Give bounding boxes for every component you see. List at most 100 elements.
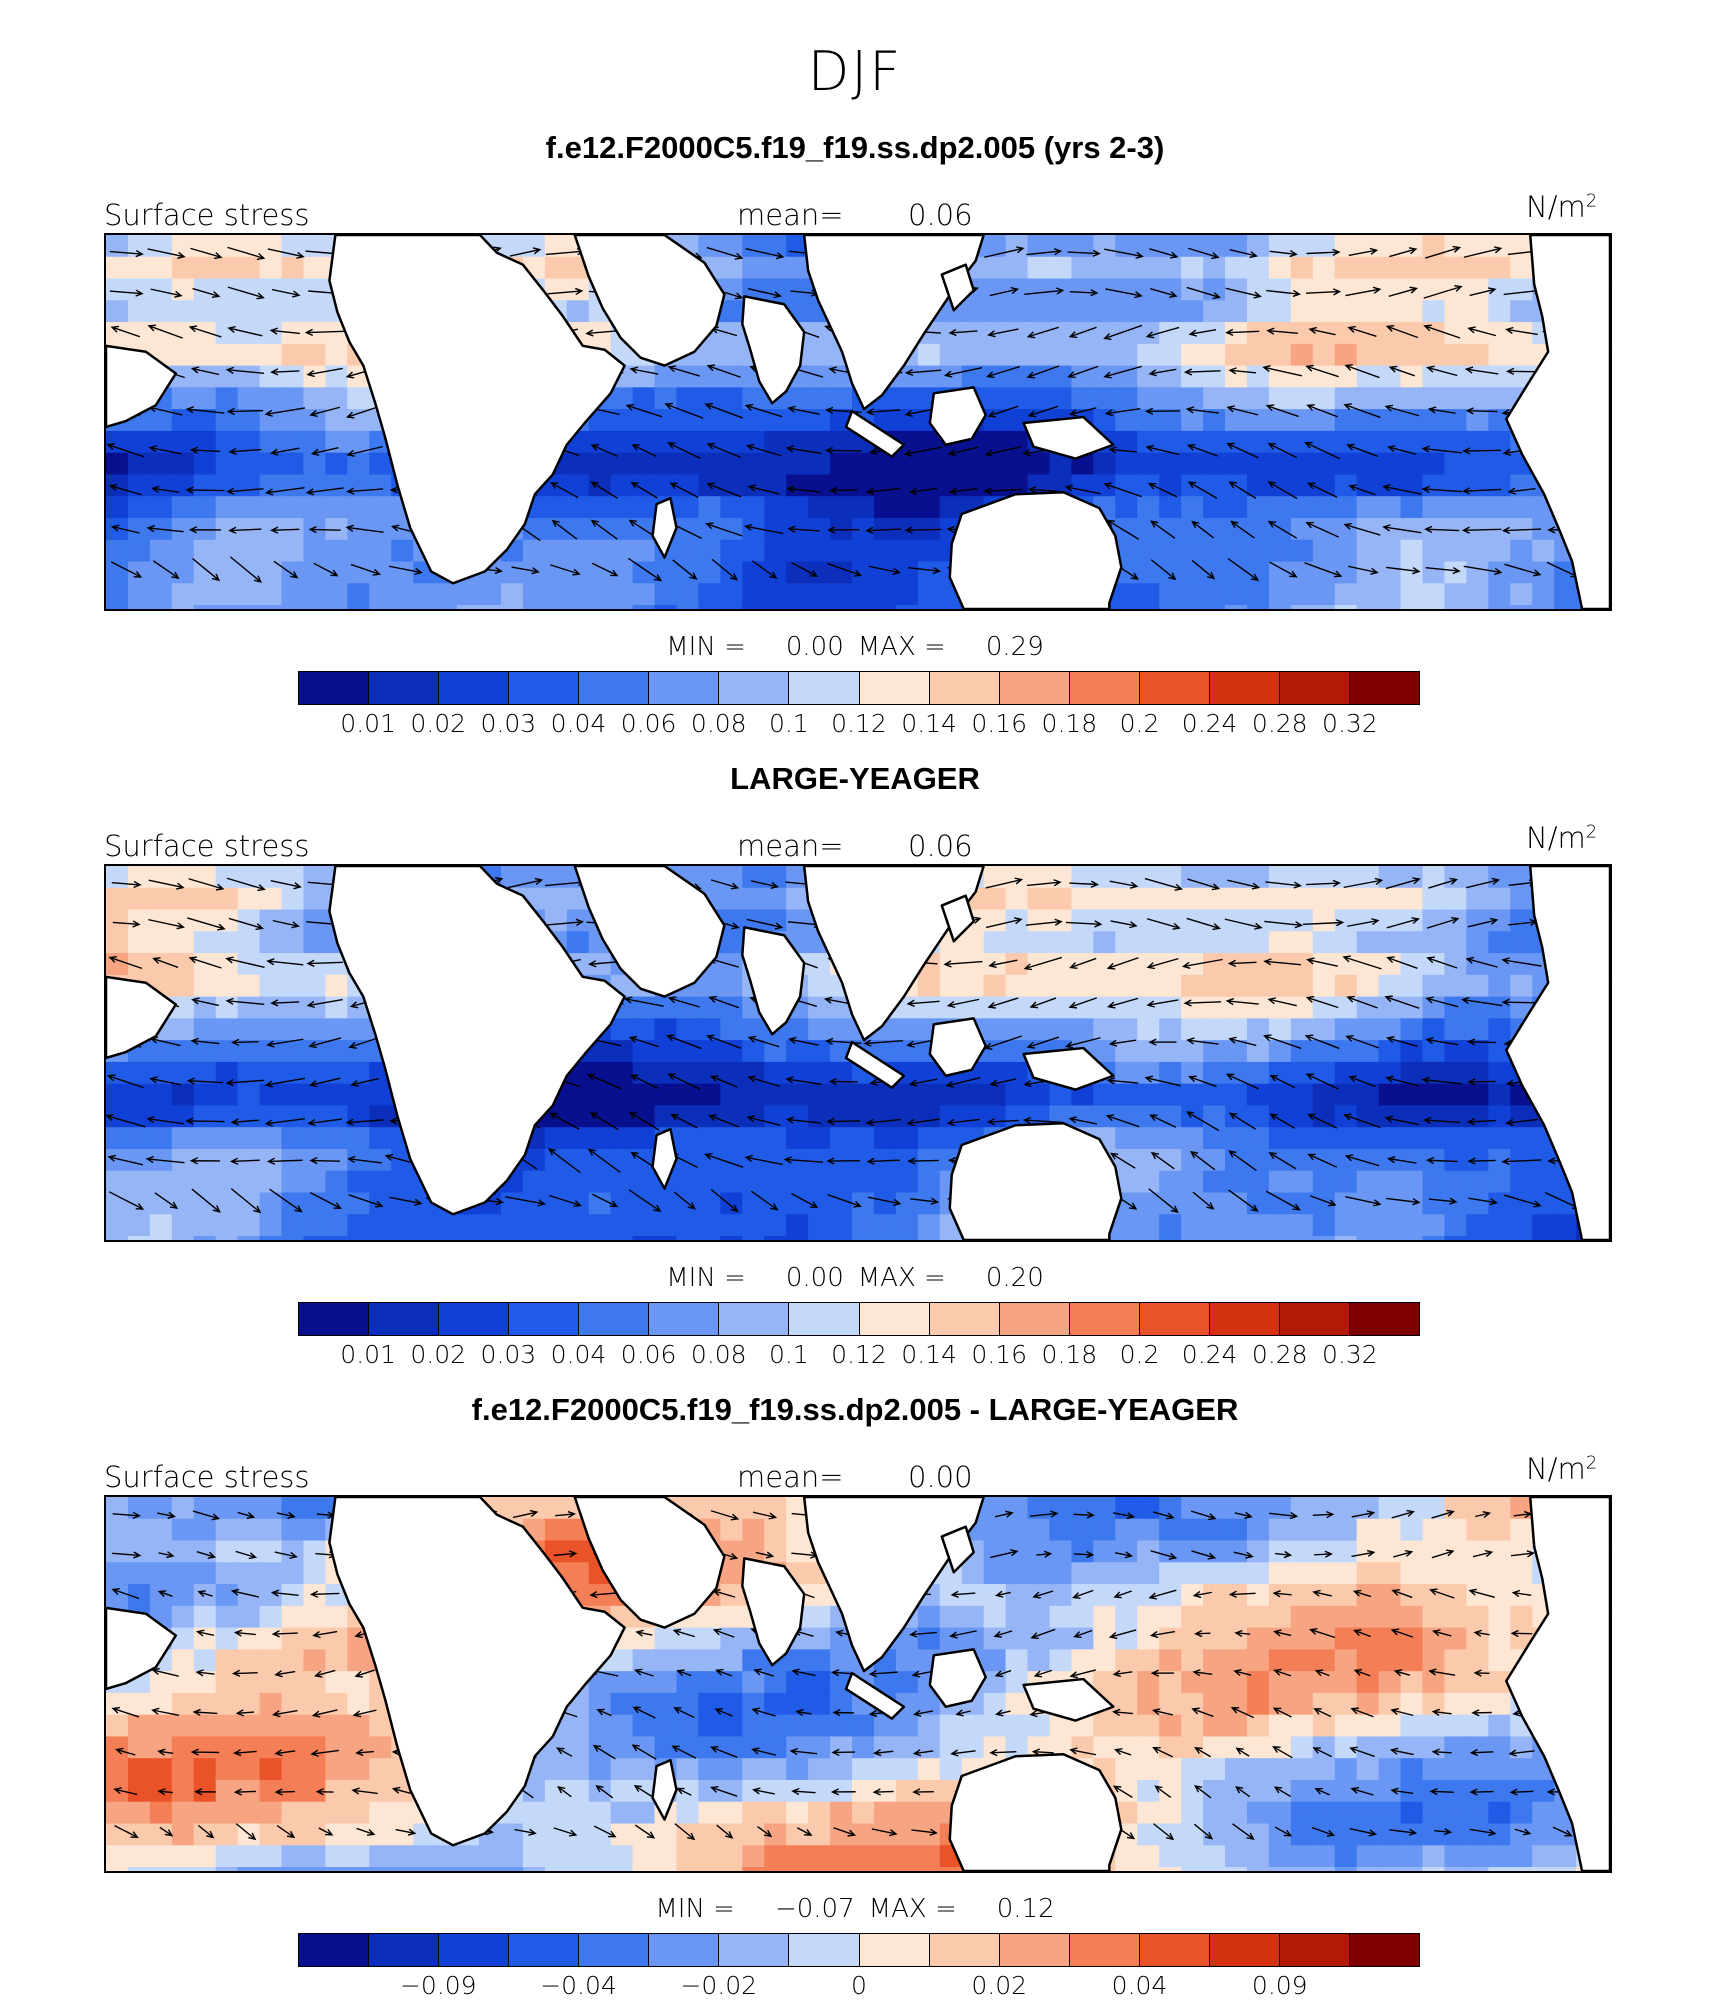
stress-cell — [1137, 1714, 1161, 1738]
stress-cell — [127, 1148, 151, 1172]
stress-cell — [1290, 1671, 1314, 1694]
stress-cell — [873, 1192, 897, 1216]
stress-cell — [610, 1801, 634, 1825]
wind-stress-arrow — [1104, 248, 1144, 259]
wind-stress-arrow — [1423, 324, 1461, 339]
stress-cell — [852, 1801, 875, 1825]
stress-cell — [654, 1671, 678, 1694]
stress-cell — [1268, 974, 1292, 998]
stress-cell — [347, 1671, 371, 1694]
stress-cell — [1488, 1801, 1512, 1825]
stress-cell — [171, 1584, 195, 1607]
stress-cell — [676, 1758, 700, 1781]
wind-stress-arrow — [1471, 1709, 1492, 1717]
stress-cell — [281, 1605, 305, 1629]
stress-cell — [369, 1192, 393, 1216]
wind-stress-arrow — [264, 1077, 305, 1088]
max-label: MAX = — [868, 1894, 957, 1924]
stress-cell — [588, 561, 612, 585]
stress-cell — [347, 496, 371, 519]
stress-cell — [391, 583, 415, 607]
stress-cell — [1400, 1497, 1424, 1520]
wind-stress-arrow — [1426, 365, 1458, 377]
stress-cell — [720, 1845, 744, 1869]
min-value: −0.07 — [774, 1894, 855, 1924]
stress-cell — [281, 561, 305, 585]
wind-stress-arrow — [1385, 1075, 1419, 1087]
stress-cell — [171, 1671, 195, 1694]
stress-cell — [1488, 1236, 1512, 1240]
stress-cell — [1246, 474, 1270, 498]
stress-cell — [1356, 1758, 1380, 1781]
stress-cell — [917, 539, 941, 563]
stress-cell — [303, 1692, 327, 1716]
stress-cell — [1334, 1584, 1358, 1607]
wind-stress-arrow — [631, 444, 657, 458]
stress-cell — [127, 1105, 151, 1129]
stress-cell — [1225, 583, 1248, 607]
stress-cell — [281, 605, 305, 609]
wind-stress-arrow — [267, 248, 305, 259]
stress-cell — [1246, 931, 1270, 955]
stress-cell — [237, 278, 261, 302]
stress-cell — [1290, 1061, 1314, 1085]
wind-stress-arrow — [1463, 246, 1503, 258]
stress-cell — [1159, 1148, 1183, 1172]
stress-cell — [544, 1148, 568, 1172]
stress-cell — [742, 1040, 766, 1063]
stress-cell — [720, 1192, 744, 1216]
stress-cell — [983, 300, 1007, 324]
units-label: N/m2 — [1526, 821, 1597, 855]
stress-cell — [676, 1801, 700, 1825]
stress-cell — [215, 1192, 239, 1216]
wind-stress-arrow — [1148, 1188, 1179, 1214]
stress-cell — [1444, 1714, 1468, 1738]
stress-cell — [1005, 1736, 1029, 1760]
colorbar-swatch — [929, 1934, 1000, 1966]
stress-cell — [500, 235, 524, 258]
stress-cell — [281, 866, 305, 889]
stress-cell — [347, 1236, 371, 1240]
stress-cell — [698, 1649, 722, 1673]
stress-cell — [895, 1671, 919, 1694]
wind-stress-arrow — [1344, 364, 1380, 379]
stress-cell — [764, 1823, 788, 1847]
stress-cell — [1181, 1823, 1205, 1847]
stress-cell — [830, 452, 854, 476]
wind-stress-arrow — [306, 959, 343, 967]
stress-cell — [325, 1214, 349, 1238]
wind-stress-arrow — [710, 1510, 740, 1521]
stress-cell — [764, 1040, 788, 1063]
units-label: N/m2 — [1526, 1452, 1597, 1486]
stress-cell — [698, 1148, 722, 1172]
wind-stress-arrow — [1234, 1511, 1253, 1519]
wind-stress-arrow — [947, 446, 979, 457]
stress-cell — [1444, 931, 1468, 955]
stress-cell — [1071, 387, 1095, 411]
stress-cell — [1466, 1518, 1490, 1542]
wind-stress-arrow — [904, 368, 942, 377]
stress-cell — [215, 1714, 239, 1738]
stress-cell — [281, 1540, 305, 1564]
stress-cell — [106, 1236, 129, 1240]
stress-cell — [1378, 1692, 1402, 1716]
stress-cell — [566, 1214, 590, 1238]
stress-cell — [193, 1584, 217, 1607]
stress-cell — [544, 1497, 568, 1520]
stress-cell — [1203, 974, 1227, 998]
wind-stress-arrow — [1501, 1157, 1542, 1166]
stress-cell — [171, 1127, 195, 1150]
stress-cell — [1203, 1605, 1227, 1629]
wind-stress-arrow — [266, 1157, 303, 1165]
stress-cell — [610, 1779, 634, 1803]
wind-stress-arrow — [306, 367, 343, 378]
stress-cell — [1356, 583, 1380, 607]
stress-cell — [1466, 1736, 1490, 1760]
stress-cell — [522, 1845, 546, 1869]
stress-cell — [1378, 605, 1402, 609]
wind-stress-arrow — [1146, 957, 1179, 970]
stress-cell — [522, 866, 546, 889]
wind-stress-arrow — [595, 1784, 614, 1799]
stress-cell — [808, 1236, 832, 1240]
colorbar-swatch — [509, 1303, 580, 1335]
